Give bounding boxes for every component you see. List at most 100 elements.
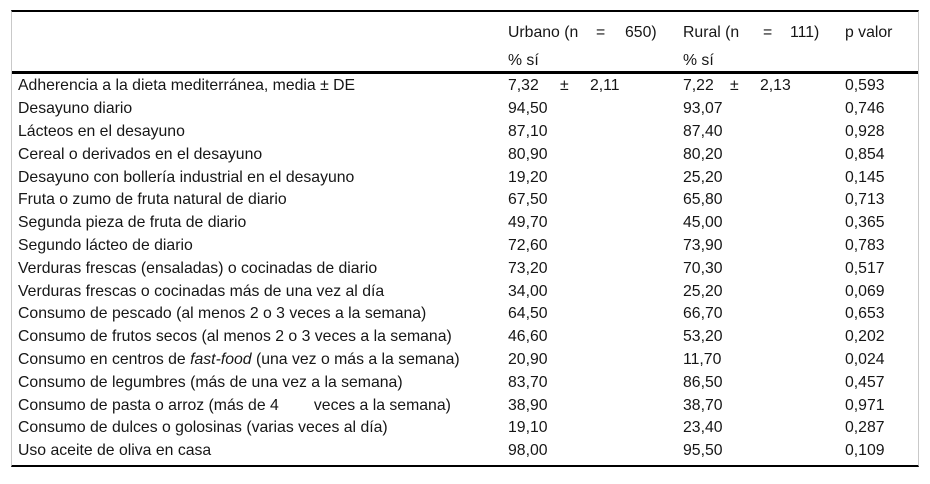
row-label: Cereal o derivados en el desayuno	[18, 145, 263, 163]
table-row: Consumo de pescado (al menos 2 o 3 veces…	[12, 303, 918, 326]
row-label: Segunda pieza de fruta de diario	[18, 214, 247, 232]
row-label: Fruta o zumo de fruta natural de diario	[18, 191, 287, 209]
p-value: 0,593	[845, 77, 885, 95]
urbano-value: 98,00	[508, 442, 548, 460]
table-row: Verduras frescas (ensaladas) o cocinadas…	[12, 257, 918, 280]
p-value: 0,069	[845, 282, 885, 300]
table-row: Consumo de dulces o golosinas (varias ve…	[12, 417, 918, 440]
urbano-value: 46,60	[508, 328, 548, 346]
p-value: 0,517	[845, 259, 885, 277]
row-label: Consumo de legumbres (más de una vez a l…	[18, 373, 403, 391]
row-label: Adherencia a la dieta mediterránea, medi…	[18, 77, 356, 95]
p-value: 0,109	[845, 442, 885, 460]
table-row: Consumo en centros de fast-food (una vez…	[12, 349, 918, 372]
p-value: 0,783	[845, 236, 885, 254]
table-row: Fruta o zumo de fruta natural de diario 6…	[12, 189, 918, 212]
urbano-value: 20,90	[508, 350, 548, 368]
p-value: 0,202	[845, 328, 885, 346]
urbano-value: 80,90	[508, 145, 548, 163]
table-row: Consumo de legumbres (más de una vez a l…	[12, 371, 918, 394]
row-label: Consumo de dulces o golosinas (varias ve…	[18, 419, 388, 437]
urbano-header-eq: =	[596, 24, 606, 41]
rural-value: 38,70	[683, 396, 723, 414]
rural-column-header: Rural (n = 111)	[683, 19, 845, 47]
urbano-value: 7,32 ±2,11	[508, 77, 620, 95]
urbano-value: 73,20	[508, 259, 548, 277]
rural-value: 66,70	[683, 305, 723, 323]
rural-header-n: 111)	[790, 24, 820, 41]
table-row: Segundo lácteo de diario 72,60 73,90 0,783	[12, 235, 918, 258]
table-row: Cereal o derivados en el desayuno 80,90 80…	[12, 143, 918, 166]
urbano-value: 94,50	[508, 100, 548, 118]
row-label: Desayuno con bollería industrial en el d…	[18, 168, 355, 186]
rural-header-eq: =	[763, 24, 773, 41]
table-row: Desayuno diario 94,50 93,07 0,746	[12, 98, 918, 121]
row-label: Verduras frescas o cocinadas más de una …	[18, 282, 385, 300]
rural-value: 80,20	[683, 145, 723, 163]
p-value: 0,854	[845, 145, 885, 163]
rural-value: 93,07	[683, 100, 723, 118]
p-value: 0,145	[845, 168, 885, 186]
rural-value: 45,00	[683, 214, 723, 232]
urbano-value: 67,50	[508, 191, 548, 209]
row-label: Consumo en centros de fast-food (una vez…	[18, 350, 460, 368]
row-label: Lácteos en el desayuno	[18, 122, 185, 140]
row-label: Uso aceite de oliva en casa	[18, 442, 212, 460]
urbano-header-label: Urbano (n	[508, 24, 579, 41]
urbano-header-n: 650)	[625, 24, 657, 41]
row-label: Segundo lácteo de diario	[18, 236, 193, 254]
row-label: Consumo de pasta o arroz (más de 4 veces…	[18, 396, 451, 414]
header-pvalue-cell: p valor	[845, 19, 918, 75]
p-value: 0,287	[845, 419, 885, 437]
urbano-value: 83,70	[508, 373, 548, 391]
header-rural-cell: Rural (n = 111) % sí	[683, 19, 845, 75]
p-value: 0,653	[845, 305, 885, 323]
rural-value: 86,50	[683, 373, 723, 391]
table-row: Desayuno con bollería industrial en el d…	[12, 166, 918, 189]
row-label: Desayuno diario	[18, 100, 133, 118]
rural-value: 7,22 ±2,13	[683, 77, 791, 95]
p-value: 0,024	[845, 350, 885, 368]
row-label: Consumo de pescado (al menos 2 o 3 veces…	[18, 305, 427, 323]
rural-value: 87,40	[683, 122, 723, 140]
urbano-value: 34,00	[508, 282, 548, 300]
rural-value: 25,20	[683, 168, 723, 186]
urbano-column-header: Urbano (n = 650)	[508, 19, 683, 47]
urbano-subheader: % sí	[508, 52, 539, 69]
p-value: 0,713	[845, 191, 885, 209]
urbano-value: 64,50	[508, 305, 548, 323]
table-row: Lácteos en el desayuno 87,10 87,40 0,928	[12, 121, 918, 144]
table-body: Adherencia a la dieta mediterránea, medi…	[12, 74, 918, 463]
urbano-value: 19,20	[508, 168, 548, 186]
pvalue-column-header: p valor	[845, 24, 893, 41]
diet-comparison-table: Urbano (n = 650) % sí Rural (n = 111) % sí p…	[11, 10, 919, 467]
table-row: Adherencia a la dieta mediterránea, medi…	[12, 75, 918, 98]
table-row: Segunda pieza de fruta de diario 49,70 45,…	[12, 212, 918, 235]
rural-value: 70,30	[683, 259, 723, 277]
p-value: 0,971	[845, 396, 885, 414]
urbano-value: 87,10	[508, 122, 548, 140]
table-header: Urbano (n = 650) % sí Rural (n = 111) % sí p…	[12, 12, 918, 74]
row-label: Verduras frescas (ensaladas) o cocinadas…	[18, 259, 378, 277]
table-row: Uso aceite de oliva en casa 98,00 95,50 0,1…	[12, 440, 918, 463]
urbano-value: 38,90	[508, 396, 548, 414]
p-value: 0,928	[845, 122, 885, 140]
urbano-value: 19,10	[508, 419, 548, 437]
row-label: Consumo de frutos secos (al menos 2 o 3 …	[18, 328, 452, 346]
rural-value: 95,50	[683, 442, 723, 460]
table-row: Consumo de frutos secos (al menos 2 o 3 …	[12, 326, 918, 349]
urbano-value: 49,70	[508, 214, 548, 232]
rural-value: 73,90	[683, 236, 723, 254]
rural-subheader: % sí	[683, 52, 714, 69]
rural-value: 53,20	[683, 328, 723, 346]
rural-value: 25,20	[683, 282, 723, 300]
table-row: Verduras frescas o cocinadas más de una …	[12, 280, 918, 303]
p-value: 0,457	[845, 373, 885, 391]
urbano-value: 72,60	[508, 236, 548, 254]
p-value: 0,746	[845, 100, 885, 118]
rural-value: 65,80	[683, 191, 723, 209]
rural-value: 11,70	[683, 350, 722, 368]
rural-value: 23,40	[683, 419, 723, 437]
table-row: Consumo de pasta o arroz (más de 4 veces…	[12, 394, 918, 417]
p-value: 0,365	[845, 214, 885, 232]
